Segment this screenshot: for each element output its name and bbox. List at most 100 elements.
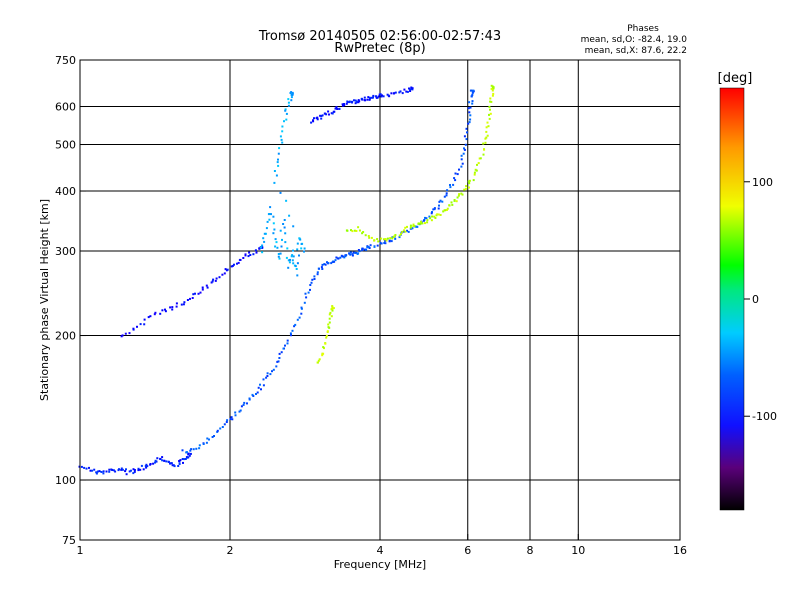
data-point [465, 185, 468, 188]
data-point [291, 259, 294, 262]
data-point [199, 291, 202, 294]
data-point [398, 91, 401, 94]
data-point [490, 100, 493, 103]
data-point [355, 251, 358, 254]
data-point [351, 253, 354, 256]
data-point [352, 251, 355, 254]
data-point [330, 262, 333, 265]
data-point [296, 248, 299, 251]
data-point [485, 136, 488, 139]
data-point [343, 256, 346, 259]
data-point [483, 148, 486, 151]
data-point [333, 260, 336, 263]
data-point [325, 336, 328, 339]
data-point [324, 342, 327, 345]
data-point [419, 222, 422, 225]
data-point [355, 230, 358, 232]
data-point [398, 236, 401, 239]
data-point [445, 194, 448, 197]
data-point [206, 286, 209, 289]
data-point [192, 293, 195, 296]
data-point [441, 200, 444, 203]
data-point [260, 388, 262, 391]
data-point [453, 199, 456, 201]
data-point [132, 328, 135, 331]
data-point [312, 120, 315, 123]
data-point [450, 201, 453, 204]
data-point [252, 253, 255, 256]
data-point [292, 262, 295, 265]
data-point [482, 142, 485, 145]
data-point [316, 118, 319, 121]
data-point [234, 411, 237, 414]
data-point [456, 173, 459, 176]
data-point [445, 209, 448, 211]
data-point [128, 470, 131, 473]
data-point [175, 302, 178, 305]
data-point [246, 402, 248, 405]
y-tick-label: 750 [55, 54, 76, 67]
data-point [381, 94, 383, 97]
data-point [383, 238, 385, 241]
data-point [361, 247, 364, 250]
data-point [367, 246, 370, 248]
data-point [394, 237, 397, 240]
data-point [277, 164, 280, 167]
data-point [270, 213, 272, 216]
data-point [304, 292, 307, 295]
data-point [471, 100, 474, 103]
data-point [254, 249, 257, 252]
data-point [261, 251, 264, 254]
data-point [372, 96, 374, 99]
data-point [264, 232, 267, 235]
data-point [292, 249, 294, 252]
data-point [218, 276, 221, 279]
data-point [479, 157, 482, 160]
data-point [211, 280, 214, 283]
data-point [281, 130, 284, 133]
y-tick-label: 600 [55, 101, 76, 114]
data-point [491, 94, 494, 97]
data-point [417, 222, 420, 225]
data-point [284, 109, 287, 112]
data-point [469, 114, 472, 117]
data-point [114, 470, 117, 473]
data-point [327, 323, 330, 326]
data-point [252, 395, 255, 397]
data-point [468, 182, 471, 185]
data-point [266, 375, 269, 377]
data-point [263, 232, 266, 235]
data-point [342, 255, 345, 258]
data-point [231, 418, 234, 421]
data-point [248, 251, 251, 254]
data-point [152, 462, 155, 465]
data-point [91, 469, 94, 472]
data-point [219, 427, 222, 430]
data-point [460, 165, 463, 168]
data-point [320, 266, 323, 269]
data-point [363, 99, 366, 102]
data-point [326, 330, 329, 333]
data-point [299, 238, 302, 241]
data-point [111, 469, 114, 471]
colorbar-ticks: 100 0 -100 [744, 176, 777, 423]
data-point [343, 104, 346, 107]
data-point [380, 95, 383, 98]
data-point [311, 278, 314, 281]
data-point [213, 435, 215, 437]
data-point [436, 213, 439, 216]
data-points [78, 84, 495, 476]
data-point [379, 241, 382, 244]
data-point [380, 237, 383, 240]
data-point [377, 240, 380, 243]
data-point [462, 152, 465, 155]
data-point [376, 238, 379, 240]
data-point [240, 405, 243, 408]
data-point [488, 117, 491, 120]
data-point [139, 323, 142, 326]
data-point [331, 305, 334, 308]
data-point [278, 352, 281, 355]
data-point [171, 308, 174, 311]
data-point [369, 244, 372, 247]
data-point [102, 472, 105, 475]
